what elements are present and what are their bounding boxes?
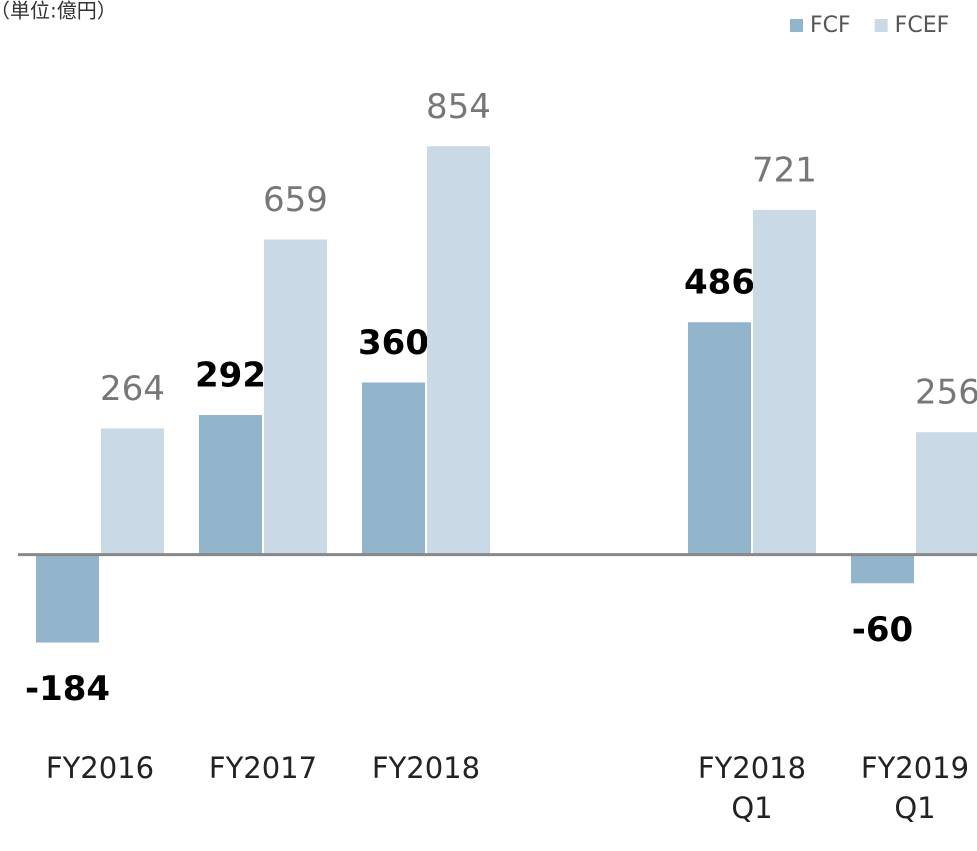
unit-label: （単位:億円） — [0, 0, 117, 23]
bar — [264, 239, 327, 555]
bar — [688, 322, 751, 555]
x-tick-label: FY2018 — [371, 751, 481, 785]
value-label: 854 — [426, 87, 491, 127]
value-label: -60 — [852, 610, 913, 650]
bar — [851, 554, 914, 584]
bar — [101, 428, 164, 555]
value-label: 721 — [752, 150, 817, 190]
bar — [916, 432, 977, 555]
bar — [427, 146, 490, 555]
x-tick-label: FY2018 Q1 — [697, 751, 807, 825]
legend-label: FCF — [810, 13, 851, 38]
value-label: 659 — [263, 180, 328, 220]
bar — [753, 209, 816, 555]
value-label: 486 — [684, 263, 755, 303]
bar — [199, 414, 262, 555]
bar — [362, 382, 425, 555]
legend-swatch — [790, 19, 803, 32]
x-tick-label: FY2019 Q1 — [860, 751, 970, 825]
bar — [36, 554, 99, 643]
value-label: -184 — [25, 669, 110, 709]
x-tick-label: FY2016 — [45, 751, 155, 785]
legend-swatch — [874, 19, 888, 32]
value-label: 256 — [915, 373, 977, 413]
value-label: 292 — [195, 355, 266, 395]
x-tick-label: FY2017 — [208, 751, 318, 785]
value-label: 264 — [100, 369, 165, 409]
legend-label: FCEF — [895, 13, 950, 38]
value-label: 360 — [358, 323, 429, 363]
